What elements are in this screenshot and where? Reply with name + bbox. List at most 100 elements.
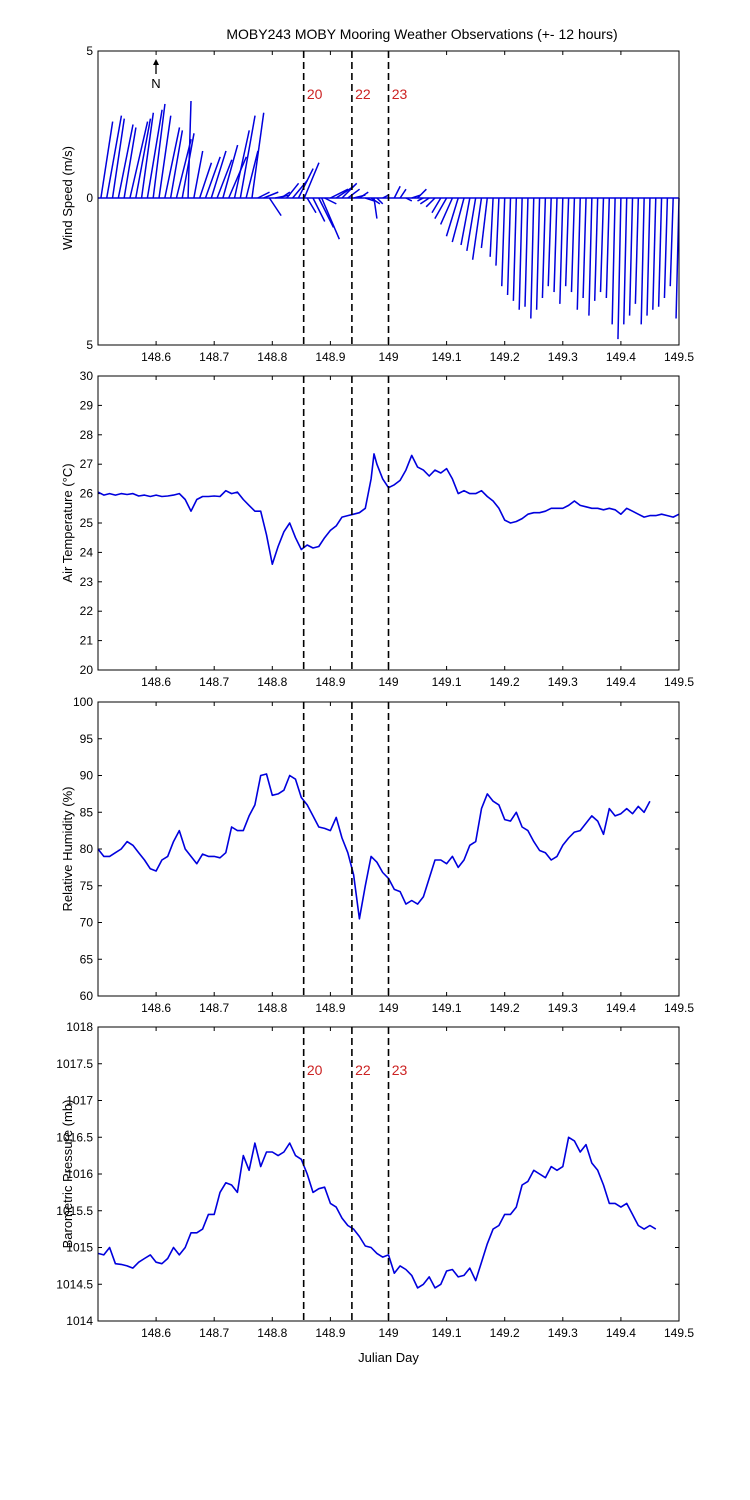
wind-vector (634, 197, 640, 304)
wind-vector (425, 197, 436, 208)
x-tick-label: 148.9 (315, 1001, 345, 1015)
wind-vector (605, 197, 611, 298)
wind-vector (222, 144, 239, 199)
wind-vector (495, 197, 500, 266)
wind-vector (257, 191, 270, 199)
wind-vector (117, 124, 134, 199)
wind-vector (431, 197, 442, 214)
wind-vector (535, 197, 541, 310)
y-tick-label: 28 (80, 428, 94, 442)
wind-vector (318, 197, 335, 228)
series-line (97, 453, 680, 565)
wind-vector (524, 197, 529, 307)
y-tick-label: 1014 (66, 1314, 93, 1328)
wind-vector (169, 130, 184, 199)
wind-vector (312, 197, 326, 222)
wind-vector (370, 197, 381, 205)
y-tick-label: 65 (80, 952, 94, 966)
x-tick-label: 149.1 (432, 1326, 462, 1340)
panel-2: 30 29 28 27 26 25 24 23 22 21 20 148.6 148.7 148.8 148… (60, 369, 694, 689)
wind-vector (466, 197, 477, 252)
panel-1: 5 0 5 148.6 148.7 148.8 148.9 149 149.1 149.2 149.… (60, 44, 694, 364)
y-axis-label: Wind Speed (m/s) (60, 146, 75, 250)
wind-vector (164, 127, 181, 199)
wind-vector (123, 127, 137, 199)
wind-vector (547, 197, 552, 287)
y-tick-label: 90 (80, 769, 94, 783)
x-tick-label: 148.6 (141, 350, 171, 364)
x-tick-label: 149.2 (490, 1001, 520, 1015)
wind-vector (570, 197, 576, 293)
y-tick-label: 1017.5 (56, 1057, 93, 1071)
x-tick-label: 149.4 (606, 675, 636, 689)
wind-vector (564, 197, 570, 287)
wind-vector (399, 188, 407, 199)
wind-vector (280, 191, 291, 199)
wind-vector (187, 100, 192, 199)
x-tick-label: 148.6 (141, 675, 171, 689)
x-tick-label: 149.2 (490, 350, 520, 364)
wind-vector (530, 197, 535, 319)
y-axis-label: Barometric Pressure (mb) (60, 1100, 75, 1249)
x-tick-label: 149.4 (606, 350, 636, 364)
x-tick-label: 149.4 (606, 1001, 636, 1015)
x-tick-label: 148.6 (141, 1326, 171, 1340)
x-tick-label: 148.8 (257, 350, 287, 364)
x-tick-label: 148.7 (199, 350, 229, 364)
wind-vector (623, 197, 628, 325)
wind-vector (405, 197, 413, 202)
wind-vector (320, 197, 341, 240)
wind-vector (657, 197, 663, 307)
wind-vector (204, 156, 221, 199)
wind-vector (129, 121, 149, 199)
y-tick-label: 27 (80, 457, 94, 471)
wind-vector (297, 168, 314, 199)
y-axis-label: Air Temperature (°C) (60, 463, 75, 582)
wind-vector (576, 197, 581, 310)
y-tick-label: 1015 (66, 1241, 93, 1255)
y-tick-label: 75 (80, 879, 94, 893)
y-tick-label: 100 (73, 695, 93, 709)
y-tick-label: 1018 (66, 1020, 93, 1034)
wind-vector (599, 197, 605, 293)
wind-vector (233, 130, 250, 199)
wind-vector (382, 194, 389, 199)
wind-vector (640, 197, 645, 325)
event-marker-label: 22 (355, 1062, 371, 1078)
x-tick-label: 148.7 (199, 1326, 229, 1340)
wind-vector (518, 197, 523, 310)
wind-vector (669, 197, 674, 287)
wind-vector (181, 133, 195, 199)
wind-vector (663, 197, 669, 298)
wind-vector (434, 197, 448, 219)
x-tick-label: 148.9 (315, 675, 345, 689)
x-tick-label: 149.2 (490, 1326, 520, 1340)
wind-vector (460, 197, 471, 246)
y-tick-label: 60 (80, 989, 94, 1003)
wind-vector (393, 185, 401, 199)
wind-vector (193, 150, 204, 199)
y-tick-label: 1015.5 (56, 1204, 93, 1218)
x-tick-label: 149.3 (548, 1001, 578, 1015)
x-tick-label: 149.2 (490, 675, 520, 689)
wind-vector (303, 162, 320, 199)
y-tick-label: 95 (80, 732, 94, 746)
x-tick-label: 148.8 (257, 1326, 287, 1340)
y-tick-label: 22 (80, 604, 94, 618)
wind-vector (341, 182, 358, 199)
panel-3: 100 95 90 85 80 75 70 65 60 148.6 148.7 148.8 148.9 1… (60, 695, 694, 1015)
axes-frame (97, 50, 680, 346)
wind-vector (611, 197, 616, 325)
wind-vector (512, 197, 518, 301)
y-tick-label: 1014.5 (56, 1277, 93, 1291)
wind-vector (111, 118, 126, 199)
event-marker-label: 20 (307, 1062, 323, 1078)
y-tick-label: 70 (80, 916, 94, 930)
x-tick-label: 148.9 (315, 350, 345, 364)
x-tick-label: 149.1 (432, 350, 462, 364)
wind-vector (146, 109, 163, 199)
wind-vector (263, 191, 279, 199)
x-tick-label: 149.5 (664, 350, 694, 364)
x-tick-label: 149.5 (664, 1001, 694, 1015)
wind-vector (506, 197, 512, 296)
